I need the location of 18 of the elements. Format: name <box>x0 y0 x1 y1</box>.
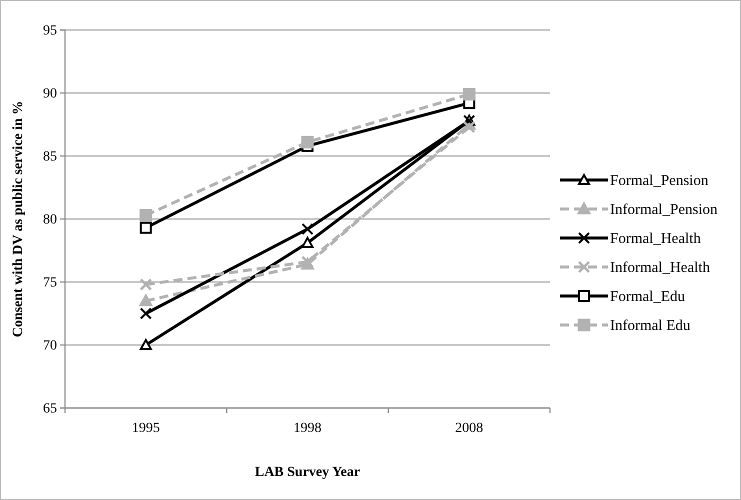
legend-label: Formal_Pension <box>610 173 709 189</box>
legend-label: Informal_Health <box>610 260 710 276</box>
x-axis-title: LAB Survey Year <box>254 465 360 480</box>
x-tick-label: 1998 <box>294 420 322 436</box>
legend-label: Formal_Edu <box>610 289 686 305</box>
y-axis-title: Consent with DV as public service in % <box>11 100 26 338</box>
x-tick-label: 2008 <box>455 420 484 436</box>
x-tick-label: 1995 <box>132 420 160 436</box>
y-tick-label: 95 <box>43 23 57 38</box>
y-tick-label: 65 <box>43 401 57 416</box>
legend-label: Formal_Health <box>610 231 702 247</box>
y-tick-label: 75 <box>43 275 57 290</box>
legend-label: Informal Edu <box>610 318 691 334</box>
legend-label: Informal_Pension <box>610 202 718 218</box>
y-tick-label: 85 <box>43 149 57 164</box>
y-tick-label: 70 <box>43 338 57 354</box>
y-tick-label: 80 <box>43 212 57 228</box>
y-tick-label: 90 <box>43 86 57 102</box>
